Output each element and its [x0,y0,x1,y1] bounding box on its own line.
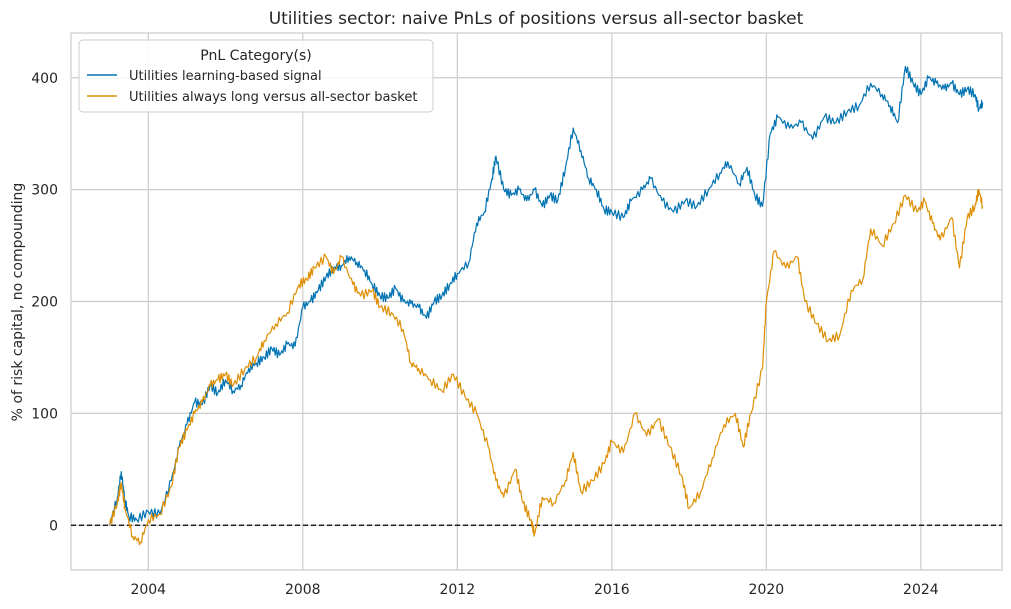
series-line-1 [109,189,984,546]
x-tick-label: 2008 [285,582,321,598]
series-group [109,66,984,546]
x-tick-label: 2024 [903,582,939,598]
series-line-0 [109,66,984,526]
legend-title: PnL Category(s) [200,48,312,64]
x-axis-ticks: 2004 2008 2012 2016 2020 2024 [130,582,938,598]
x-tick-label: 2016 [594,582,630,598]
y-axis-ticks: 0 100 200 300 400 [31,71,58,535]
y-tick-label: 300 [31,183,58,199]
legend-label-1: Utilities always long versus all-sector … [129,90,417,105]
x-tick-label: 2004 [130,582,166,598]
legend-items: Utilities learning-based signal Utilities… [87,69,417,105]
y-tick-label: 200 [31,295,58,311]
y-tick-label: 0 [49,518,58,534]
y-tick-label: 100 [31,406,58,422]
x-tick-label: 2012 [439,582,475,598]
y-tick-label: 400 [31,71,58,87]
legend: PnL Category(s) Utilities learning-based… [78,39,434,113]
legend-label-0: Utilities learning-based signal [129,69,322,84]
x-tick-label: 2020 [749,582,785,598]
chart-title: Utilities sector: naive PnLs of position… [269,9,804,29]
y-axis-label: % of risk capital, no compounding [10,183,26,422]
legend-box [78,39,434,113]
